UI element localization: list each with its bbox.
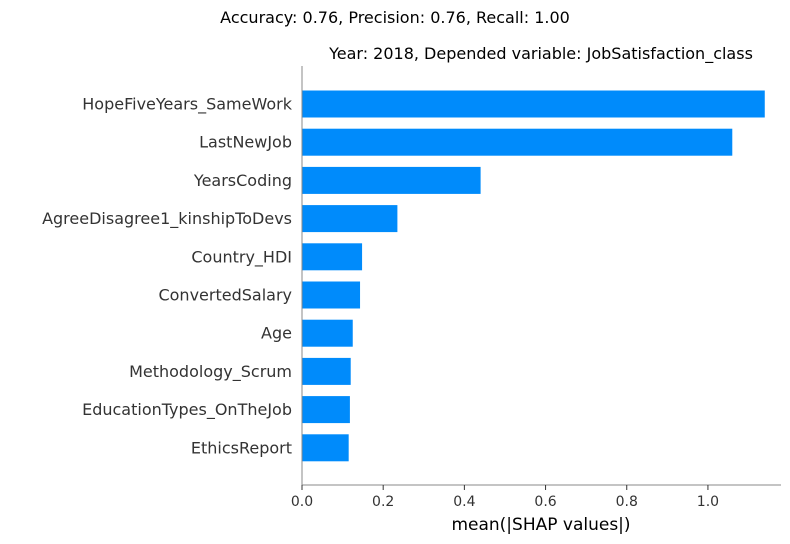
bar xyxy=(302,396,350,424)
chart-title: Year: 2018, Depended variable: JobSatisf… xyxy=(328,44,753,64)
category-label: EthicsReport xyxy=(191,438,292,457)
x-ticks-group: 0.0 0.2 0.4 0.6 0.8 1.0 xyxy=(291,485,719,510)
bar xyxy=(302,434,349,462)
bars-group xyxy=(302,90,765,462)
category-label: ConvertedSalary xyxy=(158,286,292,305)
bar xyxy=(302,319,353,347)
x-tick-label: 0.6 xyxy=(534,494,556,510)
x-tick-label: 0.4 xyxy=(453,494,475,510)
bar xyxy=(302,281,361,309)
bar xyxy=(302,166,481,194)
x-tick-label: 1.0 xyxy=(697,494,719,510)
category-label: Age xyxy=(261,324,292,343)
category-label: Methodology_Scrum xyxy=(129,362,292,382)
category-label: Country_HDI xyxy=(191,247,292,267)
bar xyxy=(302,128,733,156)
x-axis-label: mean(|SHAP values|) xyxy=(451,515,630,535)
category-label: YearsCoding xyxy=(193,171,292,190)
bar xyxy=(302,205,398,233)
bar xyxy=(302,243,363,271)
x-tick-label: 0.0 xyxy=(291,494,313,510)
category-label: AgreeDisagree1_kinshipToDevs xyxy=(42,209,292,229)
x-tick-label: 0.8 xyxy=(616,494,638,510)
category-label: LastNewJob xyxy=(199,133,292,152)
bar xyxy=(302,357,351,385)
x-tick-label: 0.2 xyxy=(372,494,394,510)
chart-suptitle: Accuracy: 0.76, Precision: 0.76, Recall:… xyxy=(220,8,570,27)
category-label: EducationTypes_OnTheJob xyxy=(82,400,292,420)
bar xyxy=(302,90,765,118)
category-labels-group: HopeFiveYears_SameWork LastNewJob YearsCod… xyxy=(42,95,293,458)
category-label: HopeFiveYears_SameWork xyxy=(82,95,292,115)
